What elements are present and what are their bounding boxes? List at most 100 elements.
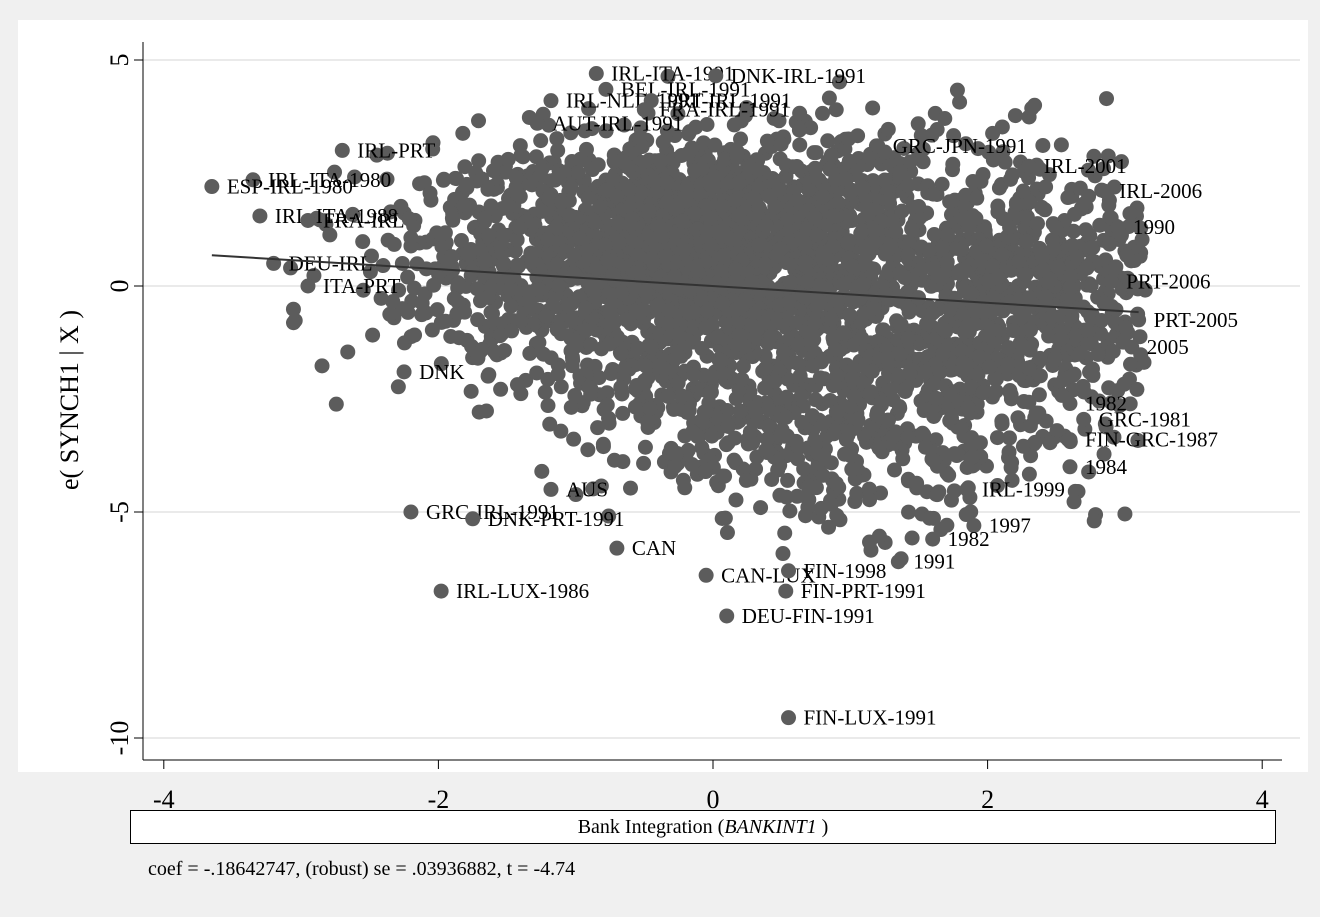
point-3486 bbox=[1021, 466, 1037, 482]
point-3546 bbox=[816, 416, 832, 432]
point-3200 bbox=[380, 232, 396, 248]
point-1293 bbox=[729, 143, 745, 159]
point-2387 bbox=[790, 192, 806, 208]
point-3051 bbox=[340, 344, 356, 360]
x-tick-label-3: 2 bbox=[981, 785, 994, 814]
x-axis-title-close: ) bbox=[816, 816, 829, 838]
point-1581 bbox=[629, 377, 645, 393]
point-2754 bbox=[1022, 194, 1038, 210]
point-3612 bbox=[760, 443, 776, 459]
point-1061 bbox=[563, 125, 579, 141]
point-3213 bbox=[379, 171, 395, 187]
point-3299 bbox=[566, 247, 582, 263]
point-2898 bbox=[1018, 266, 1034, 282]
point-3284 bbox=[327, 164, 343, 180]
point-3544 bbox=[891, 346, 907, 362]
point-2977 bbox=[656, 361, 672, 377]
point-3570 bbox=[717, 468, 733, 484]
point-796 bbox=[934, 176, 950, 192]
point-2238 bbox=[815, 105, 831, 121]
point-2875 bbox=[1096, 295, 1112, 311]
point-2700 bbox=[1137, 282, 1153, 298]
point-2711 bbox=[935, 320, 951, 336]
point-3329 bbox=[503, 298, 519, 314]
point-2276 bbox=[988, 371, 1004, 387]
point-3483 bbox=[844, 370, 860, 386]
point-3193 bbox=[470, 350, 486, 366]
point-1333 bbox=[687, 163, 703, 179]
point-2896 bbox=[956, 211, 972, 227]
point-3013 bbox=[500, 151, 516, 167]
point-1685 bbox=[796, 289, 812, 305]
point-2455 bbox=[799, 274, 815, 290]
point-2438 bbox=[755, 315, 771, 331]
point-3504 bbox=[590, 420, 606, 436]
labeled-point-20 bbox=[1124, 339, 1140, 355]
point-3562 bbox=[732, 403, 748, 419]
point-2976 bbox=[758, 218, 774, 234]
point-3169 bbox=[686, 205, 702, 221]
point-2412 bbox=[767, 199, 783, 215]
point-2746 bbox=[1080, 324, 1096, 340]
point-3347 bbox=[562, 207, 578, 223]
point-label-31: 1982 bbox=[948, 527, 990, 551]
point-1828 bbox=[790, 336, 806, 352]
point-3116 bbox=[737, 292, 753, 308]
point-label-20: 2005 bbox=[1147, 335, 1189, 359]
point-3375 bbox=[935, 346, 951, 362]
point-3597 bbox=[904, 530, 920, 546]
point-3650 bbox=[796, 461, 812, 477]
point-2280 bbox=[877, 246, 893, 262]
point-2386 bbox=[825, 208, 841, 224]
point-3330 bbox=[425, 141, 441, 157]
point-2797 bbox=[1060, 190, 1076, 206]
point-2291 bbox=[773, 136, 789, 152]
labeled-point-34 bbox=[698, 567, 714, 583]
point-3290 bbox=[477, 254, 493, 270]
labeled-point-27 bbox=[543, 481, 559, 497]
point-3496 bbox=[566, 431, 582, 447]
point-3325 bbox=[623, 216, 639, 232]
point-1870 bbox=[831, 74, 847, 90]
point-3532 bbox=[599, 397, 615, 413]
point-3001 bbox=[390, 379, 406, 395]
point-2833 bbox=[975, 304, 991, 320]
point-3574 bbox=[939, 517, 955, 533]
point-1415 bbox=[563, 399, 579, 415]
labeled-points: IRL-ITA-1991DNK-IRL-1991BEL-IRL-1991IRL-… bbox=[204, 62, 1238, 730]
point-3516 bbox=[837, 446, 853, 462]
point-3616 bbox=[761, 418, 777, 434]
point-960 bbox=[801, 182, 817, 198]
labeled-point-3 bbox=[543, 93, 559, 109]
point-2511 bbox=[1032, 350, 1048, 366]
point-2650 bbox=[1086, 513, 1102, 529]
point-3266 bbox=[710, 329, 726, 345]
labeled-point-7 bbox=[870, 138, 886, 154]
point-2848 bbox=[1029, 216, 1045, 232]
point-2994 bbox=[699, 303, 715, 319]
point-3451 bbox=[1015, 438, 1031, 454]
point-3618 bbox=[917, 439, 933, 455]
point-3641 bbox=[880, 412, 896, 428]
labeled-point-32 bbox=[609, 540, 625, 556]
point-2410 bbox=[812, 370, 828, 386]
point-2772 bbox=[1063, 268, 1079, 284]
point-2117 bbox=[726, 117, 742, 133]
point-3617 bbox=[761, 402, 777, 418]
point-2495 bbox=[1113, 154, 1129, 170]
point-1749 bbox=[676, 242, 692, 258]
point-2298 bbox=[994, 119, 1010, 135]
point-3520 bbox=[701, 385, 717, 401]
point-2844 bbox=[1106, 429, 1122, 445]
point-2396 bbox=[877, 172, 893, 188]
labeled-point-11 bbox=[204, 179, 220, 195]
point-3409 bbox=[886, 462, 902, 478]
point-1943 bbox=[728, 492, 744, 508]
labeled-point-23 bbox=[1076, 411, 1092, 427]
fit-line-group bbox=[211, 254, 1139, 314]
point-3288 bbox=[444, 210, 460, 226]
point-2351 bbox=[727, 192, 743, 208]
point-3513 bbox=[772, 487, 788, 503]
point-3342 bbox=[401, 211, 417, 227]
